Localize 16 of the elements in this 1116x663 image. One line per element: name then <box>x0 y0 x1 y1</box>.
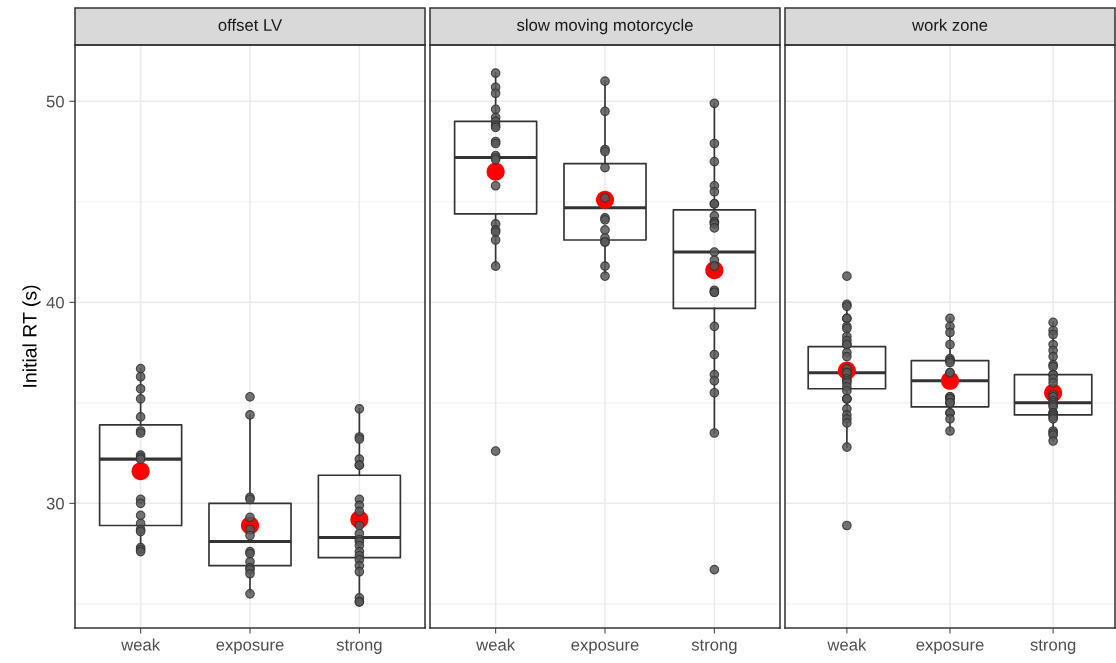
x-tick-label: exposure <box>916 641 984 654</box>
y-tick-label: 30 <box>46 497 64 510</box>
y-tick-label: 50 <box>46 95 64 108</box>
x-tick-label: exposure <box>571 641 639 654</box>
x-tick-label: weak <box>121 638 161 651</box>
chart-title: work zone <box>912 18 988 31</box>
x-tick-label: weak <box>827 638 867 651</box>
y-tick-label: 40 <box>46 296 64 309</box>
x-tick-label: weak <box>476 638 516 651</box>
x-tick-label: strong <box>336 639 382 654</box>
chart-title: offset LV <box>218 18 283 31</box>
chart-title: slow moving motorcycle <box>517 18 693 35</box>
x-tick-label: exposure <box>216 641 284 654</box>
x-tick-label: strong <box>691 639 737 654</box>
x-tick-label: strong <box>1030 639 1076 654</box>
y-axis-title: Initial RT (s) <box>22 285 41 387</box>
